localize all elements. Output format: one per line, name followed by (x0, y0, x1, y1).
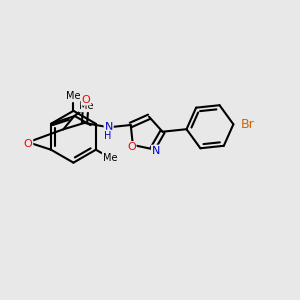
Text: N: N (152, 146, 160, 156)
Text: Br: Br (241, 118, 254, 131)
Text: O: O (24, 139, 32, 149)
Text: O: O (127, 142, 136, 152)
Text: Me: Me (66, 91, 81, 100)
Text: N: N (104, 122, 113, 132)
Text: O: O (82, 95, 90, 105)
Text: H: H (104, 130, 112, 141)
Text: Me: Me (80, 101, 94, 111)
Text: Me: Me (103, 153, 117, 163)
